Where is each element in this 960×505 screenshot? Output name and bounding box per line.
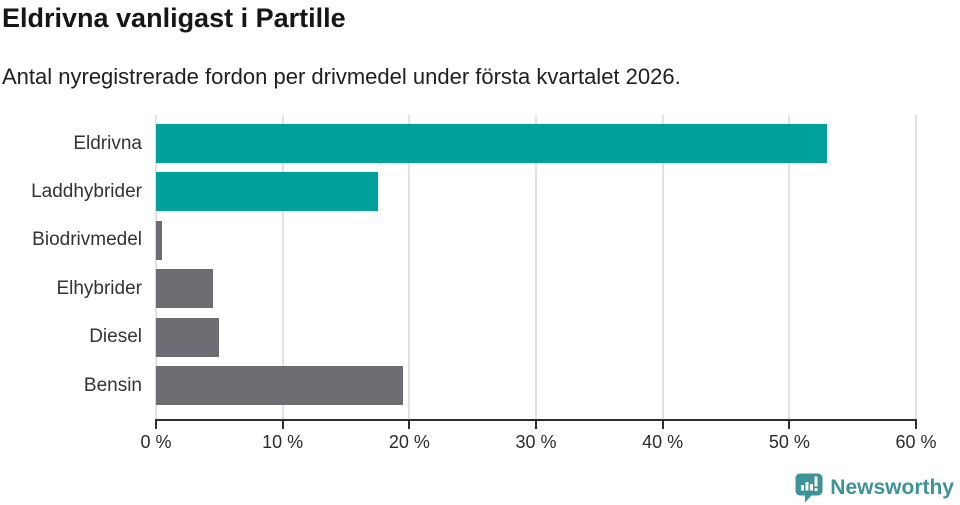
x-axis-tick <box>661 421 664 429</box>
bar-eldrivna <box>156 124 828 163</box>
bar-diesel <box>156 317 220 357</box>
x-axis-tick-label: 30 % <box>515 432 557 452</box>
x-axis-tick <box>155 421 157 429</box>
gridline <box>661 115 664 419</box>
x-axis-tick-label: 50 % <box>768 432 810 452</box>
category-label: Biodrivmedel <box>32 229 142 251</box>
category-label: Bensin <box>83 374 142 396</box>
gridline <box>915 115 917 419</box>
x-axis-tick <box>915 421 917 429</box>
x-axis-tick-label: 20 % <box>388 432 430 452</box>
gridline <box>535 115 537 419</box>
chart-title: Eldrivna vanligast i Partille <box>2 3 346 33</box>
gridline <box>155 115 157 419</box>
gridline <box>408 115 411 419</box>
category-label: Eldrivna <box>73 132 142 154</box>
chart-subtitle: Antal nyregistrerade fordon per drivmede… <box>2 64 681 89</box>
x-axis-tick <box>408 421 411 429</box>
bar-bensin <box>156 366 403 405</box>
bar-biodrivmedel <box>156 220 163 260</box>
x-axis-line <box>155 419 917 421</box>
x-axis-tick <box>788 421 791 429</box>
newsworthy-logo: Newsworthy <box>795 473 954 503</box>
x-axis-tick <box>281 421 284 429</box>
x-axis-tick-label: 40 % <box>642 432 684 452</box>
gridline <box>281 115 284 419</box>
x-axis-tick-label: 10 % <box>262 432 304 452</box>
x-axis-tick <box>535 421 537 429</box>
bar-laddhybrider <box>156 172 378 212</box>
category-label: Diesel <box>89 326 142 348</box>
newsworthy-icon <box>795 473 823 503</box>
gridline <box>788 115 791 419</box>
newsworthy-brand-text: Newsworthy <box>830 476 954 499</box>
x-axis-tick-label: 60 % <box>895 432 937 452</box>
bar-chart-plot-area: Eldrivna Laddhybrider Biodrivmedel Elhybrid… <box>0 115 960 460</box>
x-axis-tick-label: 0 % <box>140 432 172 452</box>
category-label: Laddhybrider <box>31 180 142 202</box>
bar-elhybrider <box>156 269 213 309</box>
category-label: Elhybrider <box>56 277 142 299</box>
